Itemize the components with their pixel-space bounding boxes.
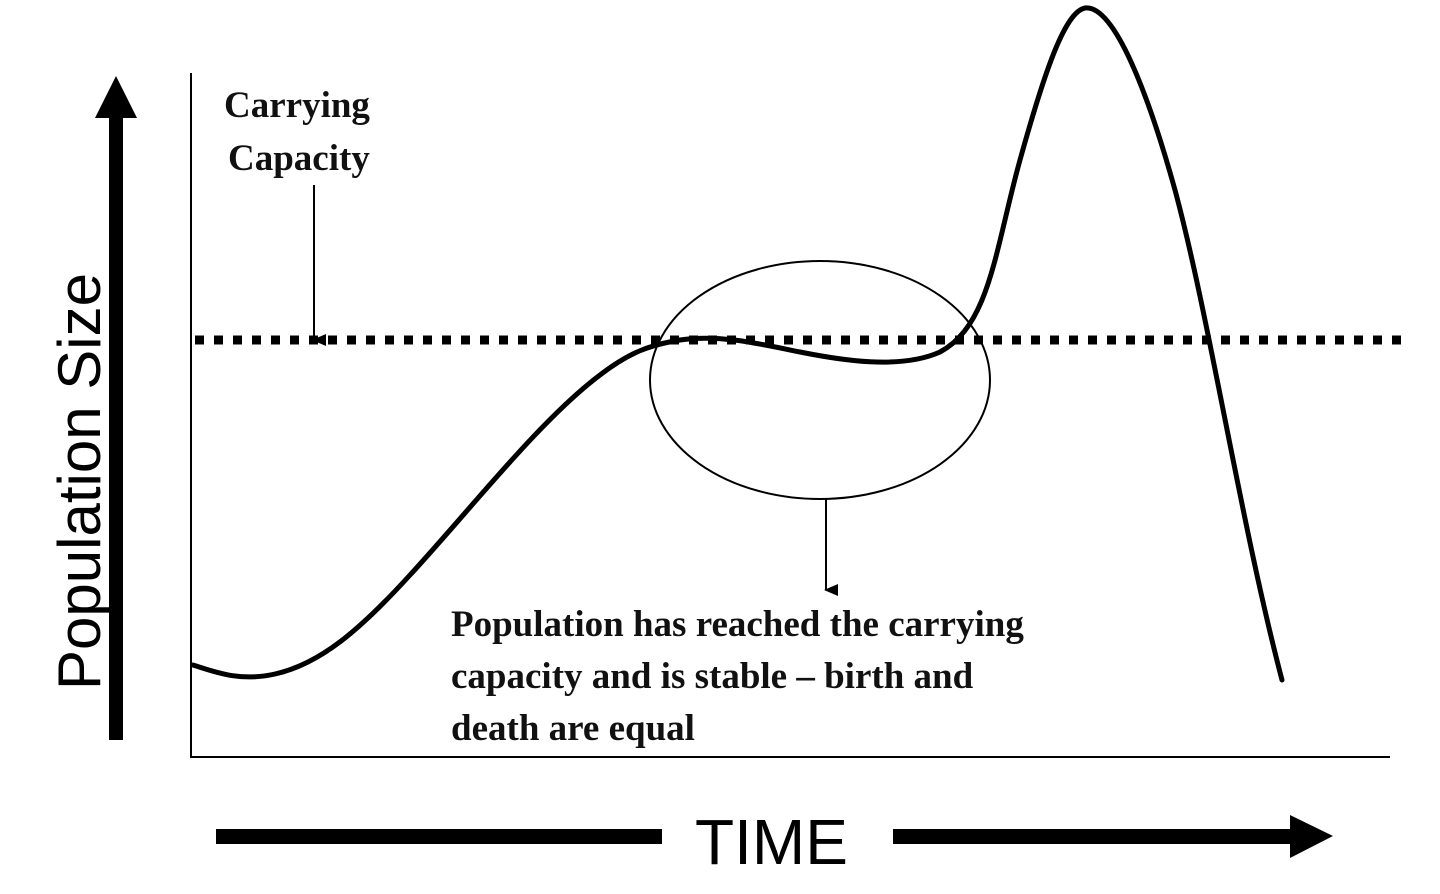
population-curve <box>190 5 1285 683</box>
y-axis-arrow-icon <box>95 76 137 740</box>
stability-text-line-1: Population has reached the carrying <box>451 604 1024 645</box>
y-axis-label: Population Size <box>46 273 113 690</box>
stability-ellipse <box>649 260 991 500</box>
stability-text-line-2: capacity and is stable – birth and <box>451 656 974 697</box>
stability-text-line-3: death are equal <box>451 708 695 749</box>
x-axis-label: TIME <box>695 806 848 878</box>
carrying-capacity-label-2: Capacity <box>228 138 370 179</box>
x-axis-arrow-icon <box>216 815 1333 858</box>
carrying-capacity-label-1: Carrying <box>224 85 370 126</box>
